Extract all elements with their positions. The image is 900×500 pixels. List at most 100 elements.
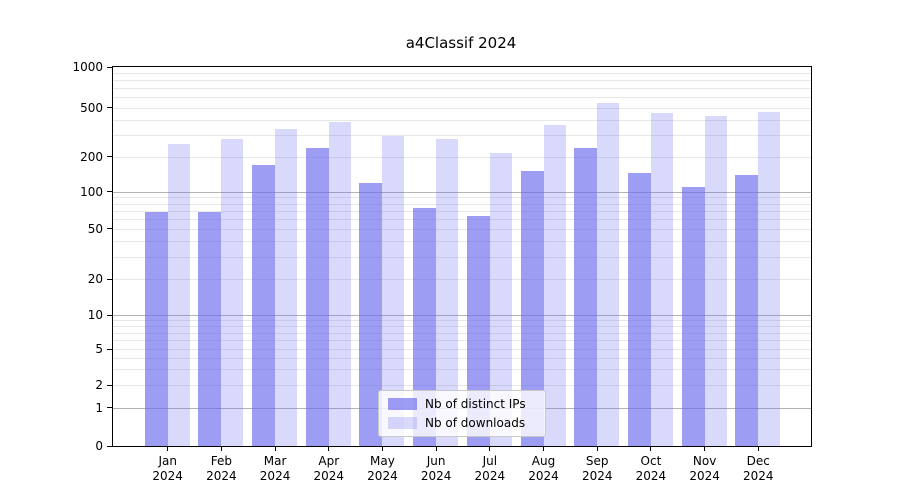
bar-distinct-ips	[627, 172, 651, 446]
y-tick-label: 50	[87, 221, 103, 236]
bar-downloads	[704, 116, 727, 446]
bar-downloads	[328, 121, 351, 446]
y-tick-label: 20	[87, 272, 103, 287]
bar-downloads	[436, 138, 459, 446]
y-tick-label: 1	[95, 400, 103, 415]
legend-swatch-downloads-icon	[388, 417, 417, 429]
bar-downloads	[543, 124, 566, 446]
x-tick-mark	[381, 447, 383, 451]
bar-distinct-ips	[413, 207, 437, 446]
x-tick-mark	[596, 447, 598, 451]
gridline-minor	[113, 332, 811, 334]
x-tick-label: Nov 2024	[689, 454, 720, 483]
bar-distinct-ips	[520, 170, 544, 446]
gridline-minor	[113, 349, 811, 351]
y-tick-mark	[107, 66, 112, 68]
x-tick-label: Sep 2024	[581, 454, 613, 483]
y-tick-label: 200	[80, 149, 103, 164]
y-tick-label: 5	[95, 342, 103, 357]
gridline-minor	[113, 80, 811, 82]
bar-downloads	[597, 103, 620, 446]
x-tick-mark	[167, 447, 169, 451]
y-tick-mark	[107, 228, 112, 230]
x-tick-mark	[704, 447, 706, 451]
y-tick-label: 1000	[72, 60, 103, 74]
gridline-minor	[113, 385, 811, 387]
x-tick-label: Feb 2024	[206, 454, 237, 483]
legend-item-downloads: Nb of downloads	[388, 416, 536, 430]
gridline-minor	[113, 369, 811, 371]
x-tick-label: Jan 2024	[152, 454, 183, 483]
x-tick-mark	[650, 447, 652, 451]
legend-label-downloads: Nb of downloads	[425, 416, 526, 430]
x-tick-mark	[757, 447, 759, 451]
y-tick-mark	[107, 348, 112, 350]
bar-distinct-ips	[359, 182, 383, 446]
plot-area: Nb of distinct IPs Nb of downloads	[112, 66, 812, 447]
gridline-minor	[113, 135, 811, 137]
gridline-minor	[113, 73, 811, 75]
x-tick-label: Aug 2024	[528, 454, 559, 483]
legend-label-distinct-ips: Nb of distinct IPs	[425, 397, 526, 411]
bar-distinct-ips	[252, 164, 276, 446]
y-tick-label: 10	[87, 308, 103, 323]
y-tick-mark	[107, 407, 112, 409]
gridline-minor	[113, 197, 811, 199]
legend-swatch-distinct-ips-icon	[388, 398, 417, 410]
y-tick-mark	[107, 445, 112, 447]
legend: Nb of distinct IPs Nb of downloads	[378, 390, 546, 437]
bar-distinct-ips	[466, 215, 490, 446]
y-tick-label: 0	[95, 439, 103, 453]
bar-distinct-ips	[144, 211, 168, 446]
y-tick-label: 100	[80, 184, 103, 199]
gridline-minor	[113, 107, 811, 109]
bar-distinct-ips	[735, 174, 759, 446]
bar-distinct-ips	[305, 147, 329, 446]
y-tick-mark	[107, 107, 112, 109]
y-tick-mark	[107, 191, 112, 193]
gridline-minor	[113, 257, 811, 259]
x-tick-label: Dec 2024	[743, 454, 774, 483]
y-tick-mark	[107, 156, 112, 158]
y-tick-mark	[107, 314, 112, 316]
bar-downloads	[489, 152, 512, 446]
x-tick-label: Apr 2024	[313, 454, 345, 483]
gridline-minor	[113, 340, 811, 342]
y-tick-mark	[107, 384, 112, 386]
x-tick-mark	[274, 447, 276, 451]
gridline-minor	[113, 358, 811, 360]
bar-distinct-ips	[198, 211, 222, 446]
y-tick-mark	[107, 278, 112, 280]
y-tick-label: 2	[95, 378, 103, 393]
bar-downloads	[221, 138, 244, 446]
x-tick-label: Oct 2024	[635, 454, 667, 483]
gridline-minor	[113, 320, 811, 322]
gridline-minor	[113, 87, 811, 89]
x-tick-mark	[489, 447, 491, 451]
x-tick-label: Jun 2024	[420, 454, 452, 483]
chart-title: a4Classif 2024	[405, 34, 517, 52]
gridline-minor	[113, 156, 811, 158]
x-tick-mark	[543, 447, 545, 451]
bar-downloads	[275, 129, 298, 446]
bar-downloads	[167, 144, 190, 446]
gridline-major	[113, 191, 811, 193]
bar-distinct-ips	[574, 147, 598, 446]
gridline-major	[113, 315, 811, 317]
x-tick-mark	[328, 447, 330, 451]
bar-downloads	[758, 111, 781, 446]
x-tick-mark	[220, 447, 222, 451]
gridline-minor	[113, 119, 811, 121]
gridline-minor	[113, 326, 811, 328]
gridline-minor	[113, 241, 811, 243]
gridline-minor	[113, 279, 811, 281]
x-tick-label: Jul 2024	[474, 454, 506, 483]
gridline-minor	[113, 219, 811, 221]
y-tick-label: 500	[80, 100, 103, 115]
gridline-minor	[113, 228, 811, 230]
gridline-minor	[113, 203, 811, 205]
bar-distinct-ips	[681, 186, 705, 446]
legend-item-distinct-ips: Nb of distinct IPs	[388, 397, 536, 411]
bar-downloads	[382, 135, 405, 446]
